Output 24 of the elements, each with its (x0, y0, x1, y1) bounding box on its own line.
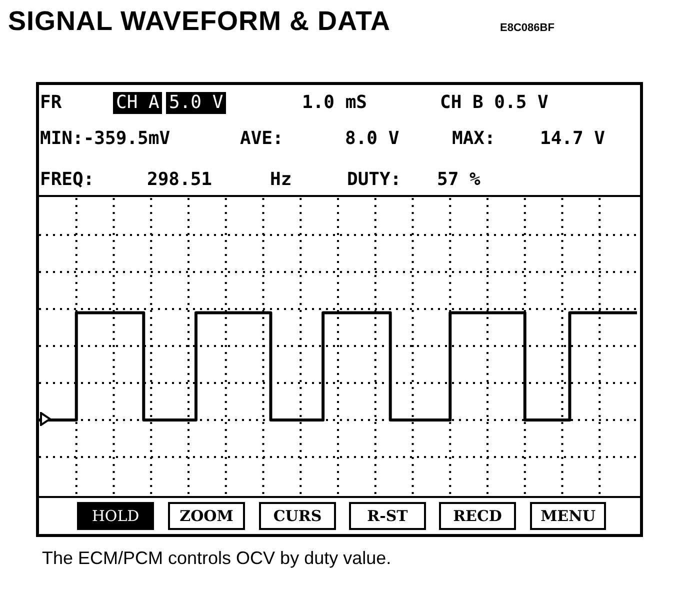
text: 8.0 V (345, 128, 400, 150)
text: CURS (259, 502, 336, 530)
text: R-ST (349, 502, 426, 530)
text: Hz (270, 169, 292, 191)
text: HOLD (77, 502, 154, 530)
text: 1.0 mS (302, 92, 368, 114)
text: CH A (113, 92, 162, 114)
text: MAX: (452, 128, 496, 150)
text: FREQ: (40, 169, 94, 191)
text: DUTY: (347, 169, 402, 191)
text: RECD (439, 502, 516, 530)
text: 298.51 (147, 169, 212, 191)
text: 57 % (437, 169, 480, 191)
text: MENU (530, 502, 606, 530)
text: 14.7 V (540, 128, 606, 150)
text: E8C086BF (500, 22, 554, 34)
text: CH B 0.5 V (440, 92, 548, 114)
text: AVE: (240, 128, 284, 150)
text: MIN:-359.5mV (40, 128, 170, 150)
text: 5.0 V (166, 92, 226, 114)
text: The ECM/PCM controls OCV by duty value. (42, 548, 392, 569)
text: FR (40, 92, 62, 114)
chart-title: SIGNAL WAVEFORM & DATA (8, 6, 390, 37)
text: ZOOM (168, 502, 245, 530)
